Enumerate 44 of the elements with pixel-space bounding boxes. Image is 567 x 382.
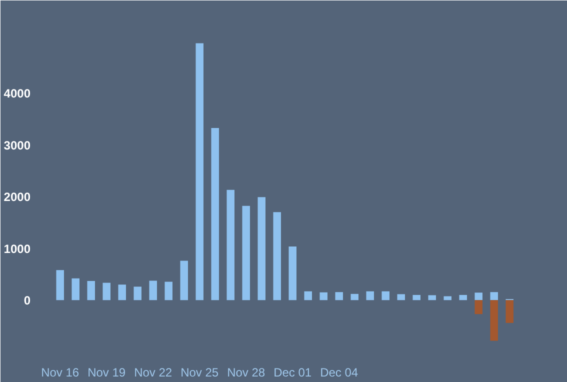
bar — [490, 300, 498, 341]
bar — [72, 278, 80, 300]
bar — [428, 295, 436, 300]
bar — [304, 291, 312, 300]
x-tick-label: Dec 01 — [274, 366, 312, 380]
bar — [196, 43, 204, 300]
y-tick-label: 4000 — [4, 86, 31, 100]
bar — [242, 206, 250, 300]
bar — [366, 291, 374, 300]
bar — [412, 294, 420, 300]
y-tick-label: 2000 — [4, 190, 31, 204]
bar — [211, 128, 219, 300]
bar — [288, 246, 296, 300]
y-tick-label: 3000 — [4, 138, 31, 152]
bar — [149, 280, 157, 300]
bar — [118, 284, 126, 300]
bar — [180, 260, 188, 300]
bar — [273, 212, 281, 300]
bar — [382, 291, 390, 300]
y-tick-label: 0 — [24, 294, 31, 308]
bar — [490, 292, 498, 300]
bar — [320, 292, 328, 300]
x-tick-label: Dec 04 — [320, 366, 358, 380]
bar — [335, 292, 343, 300]
bar — [258, 197, 266, 300]
bar — [350, 294, 358, 300]
bar — [444, 296, 452, 300]
x-tick-label: Nov 25 — [180, 366, 219, 380]
bar — [164, 282, 172, 300]
bar — [226, 190, 234, 300]
bar — [102, 282, 110, 300]
bar — [397, 294, 405, 300]
bar — [474, 300, 482, 314]
x-tick-label: Nov 22 — [134, 366, 172, 380]
x-tick-label: Nov 28 — [227, 366, 266, 380]
x-tick-label: Nov 16 — [41, 366, 80, 380]
bar — [474, 292, 482, 300]
bar — [459, 294, 467, 300]
x-tick-label: Nov 19 — [88, 366, 126, 380]
bar — [56, 270, 64, 300]
bar — [134, 286, 142, 300]
bar — [506, 300, 514, 323]
bar — [87, 280, 95, 300]
y-tick-label: 1000 — [4, 242, 31, 256]
